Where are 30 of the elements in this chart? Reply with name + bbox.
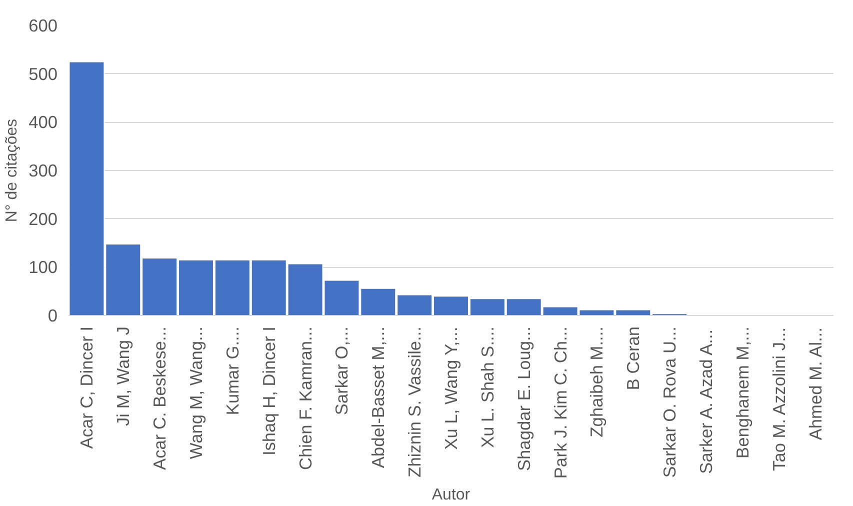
- x-tick-label: Xu L, Wang Y,...: [441, 326, 461, 450]
- x-tick-label: Park J. Kim C. Ch...: [550, 326, 570, 479]
- x-tick-label: Shagdar E. Loug...: [514, 326, 534, 472]
- y-axis-title: N° de citações: [4, 118, 21, 222]
- x-tick-label: Acar C. Beskese...: [150, 326, 170, 470]
- y-tick-label: 600: [28, 16, 58, 36]
- x-tick-label: Ji M, Wang J: [113, 326, 134, 426]
- x-tick-label: Xu L. Shah S....: [477, 326, 498, 448]
- x-tick-label: Sarkar O,...: [332, 326, 352, 416]
- x-tick-label: Wang M, Wang...: [186, 326, 206, 460]
- x-tick-label: Zghaibeh M....: [586, 326, 607, 438]
- x-tick-label: Zhiznin S. Vassile...: [404, 326, 425, 478]
- x-tick-label: Sarkar O. Rova U...: [660, 326, 680, 478]
- x-tick-label: Chien F. Kamran...: [295, 326, 316, 470]
- x-tick-label: Ishaq H, Dincer I: [258, 326, 279, 456]
- x-tick-label: Ahmed M. Al...: [805, 327, 826, 440]
- x-tick-label: B Ceran: [623, 326, 644, 390]
- y-tick-label: 300: [28, 160, 58, 180]
- x-tick-label: Abdel-Basset M,...: [368, 326, 388, 468]
- y-tick-label: 400: [28, 112, 58, 132]
- x-tick-label: Acar C, Dincer I: [76, 326, 97, 449]
- y-tick-label: 200: [28, 208, 58, 229]
- y-tick-label: 100: [28, 257, 58, 278]
- x-axis-title: Autor: [432, 486, 471, 504]
- x-tick-label: Benghanem M,...: [732, 326, 752, 458]
- y-tick-label: 500: [28, 64, 58, 84]
- x-tick-label: Sarker A. Azad A...: [696, 329, 716, 474]
- y-tick-label: 0: [48, 306, 58, 326]
- x-tick-label: Tao M. Azzolini J...: [768, 327, 789, 471]
- x-tick-label: Kumar G....: [222, 326, 242, 416]
